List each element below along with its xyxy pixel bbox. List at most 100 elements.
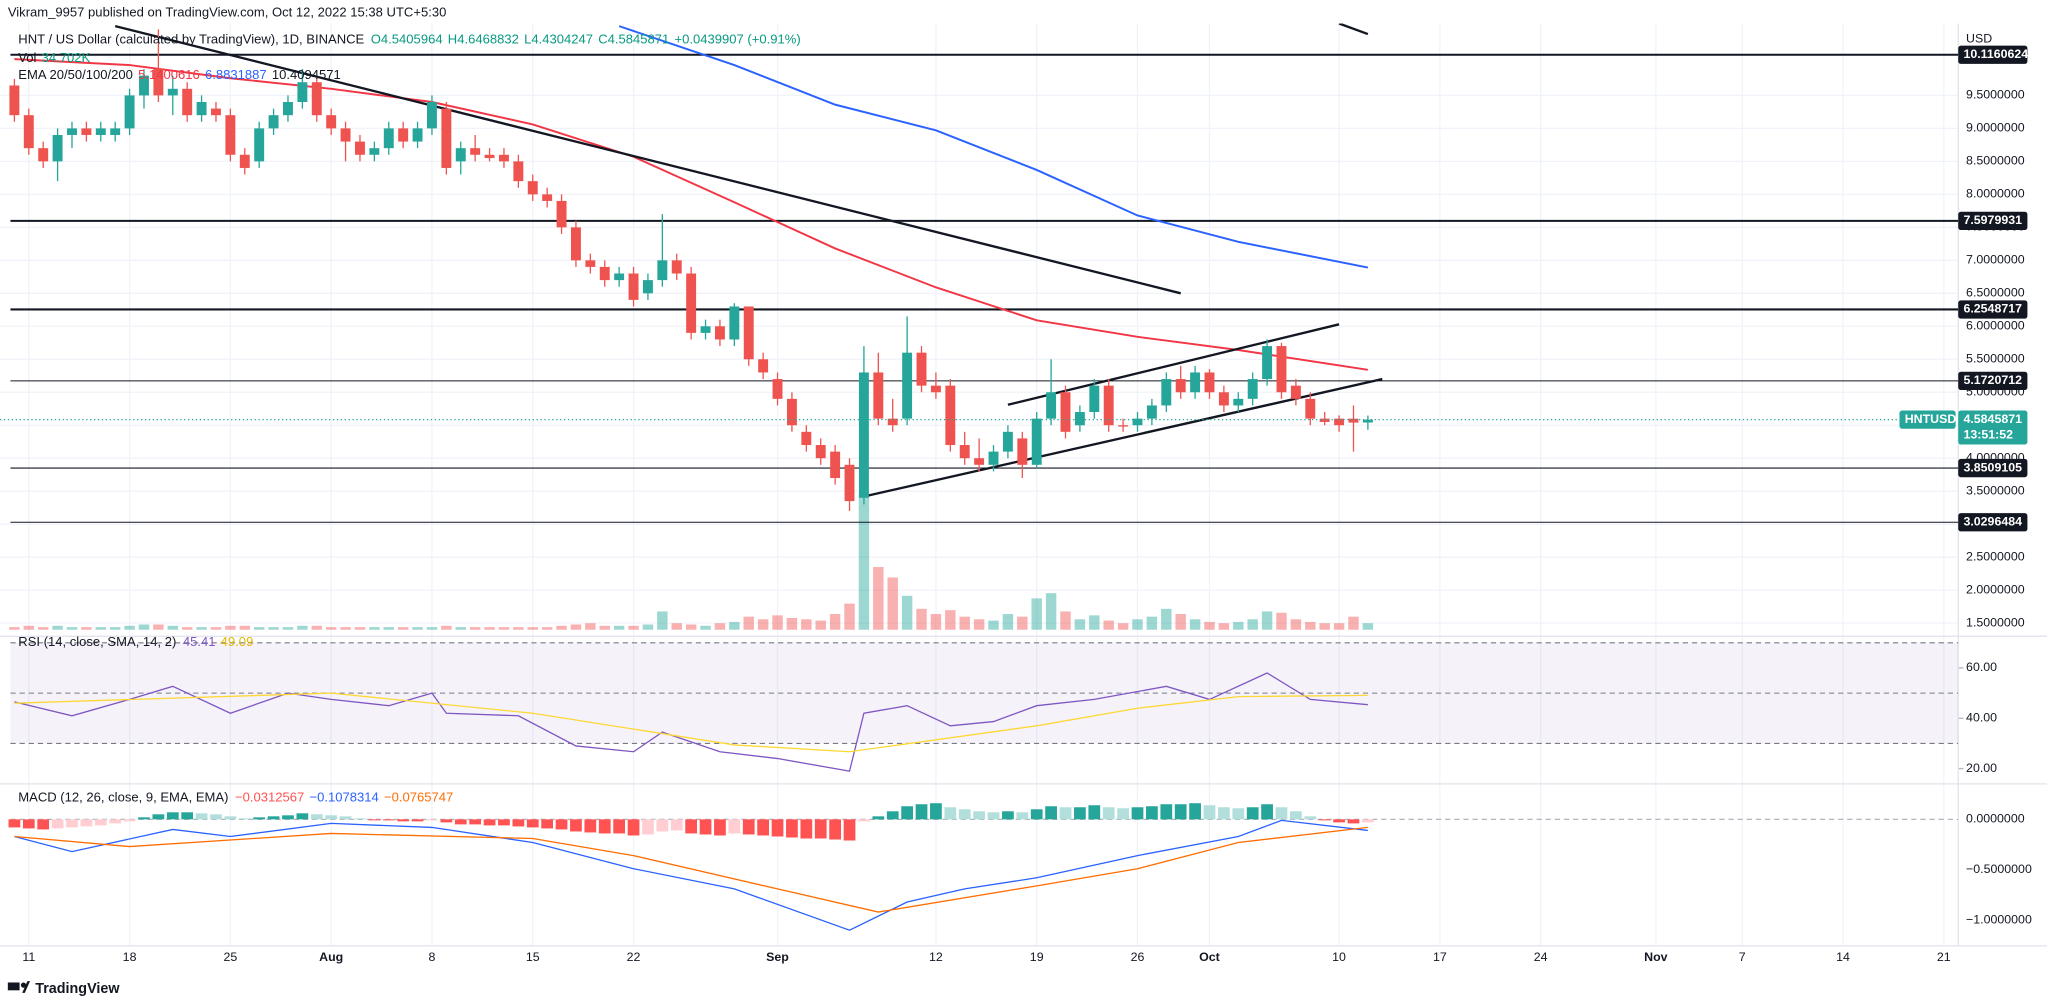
macd-histogram-bar	[224, 816, 237, 820]
price-tag	[1958, 45, 2028, 64]
macd-histogram-bar	[238, 818, 251, 820]
macd-histogram-bar	[1131, 807, 1144, 820]
macd-histogram-bar	[1218, 807, 1230, 820]
x-tick-label: 11	[22, 950, 35, 964]
volume-bar	[642, 624, 654, 630]
price-tag-label: 6.2548717	[1963, 302, 2022, 316]
macd-histogram-bar	[152, 814, 165, 820]
volume-bar	[455, 627, 466, 630]
macd-histogram-bar	[670, 819, 683, 831]
candle-body	[441, 108, 452, 168]
volume-bar	[138, 624, 150, 630]
volume-bar	[628, 625, 639, 630]
macd-histogram-bar	[1074, 807, 1086, 820]
candle-body	[254, 128, 265, 162]
volume-bar	[1175, 614, 1186, 630]
volume-bar	[599, 625, 610, 630]
volume-bar	[815, 620, 826, 630]
macd-histogram-bar	[742, 819, 755, 835]
volume-bar	[181, 627, 193, 630]
volume-bar	[959, 616, 970, 630]
x-tick-label: 25	[223, 950, 237, 964]
macd-histogram-bar	[368, 819, 381, 821]
volume-bar	[66, 627, 78, 630]
macd-histogram-bar	[454, 819, 467, 825]
macd-histogram-bar	[944, 807, 957, 820]
price-tag	[1958, 458, 2028, 478]
macd-histogram-bar	[310, 814, 323, 820]
volume-bar	[1233, 621, 1244, 630]
macd-legend: MACD (12, 26, close, 9, EMA, EMA) −0.0312…	[18, 790, 453, 805]
volume-bar	[225, 625, 236, 630]
candle-body	[1002, 431, 1013, 452]
rsi-title: RSI (14, close, SMA, 14, 2)	[18, 634, 176, 649]
candle-body	[628, 273, 639, 300]
candle-body	[714, 326, 725, 340]
published-note: Vikram_9957 published on TradingView.com…	[8, 5, 447, 20]
macd-histogram-bar	[1002, 811, 1014, 820]
macd-histogram-bar	[483, 819, 496, 826]
macd-histogram-bar	[382, 819, 395, 821]
macd-histogram-bar	[411, 819, 424, 822]
y-tick-label: −1.0000000	[1966, 912, 2032, 926]
candle-body	[642, 280, 653, 294]
volume-bar	[109, 627, 121, 630]
ema-line	[618, 25, 1369, 269]
macd-pane	[8, 803, 1959, 931]
volume-bar	[23, 625, 35, 630]
macd-histogram-bar	[498, 819, 510, 826]
y-tick-label: 8.0000000	[1966, 187, 2025, 201]
macd-histogram-bar	[656, 819, 669, 832]
x-tick-label: 7	[1739, 950, 1746, 964]
macd-histogram-bar	[1275, 807, 1288, 820]
candle-body	[67, 128, 77, 135]
macd-histogram-bar	[1059, 807, 1072, 820]
volume-bar	[757, 619, 769, 630]
macd-histogram-bar	[339, 816, 352, 820]
candle-body	[326, 115, 337, 129]
y-tick-label: 9.0000000	[1966, 121, 2025, 135]
volume-bar	[1189, 619, 1201, 630]
y-tick-label: −0.5000000	[1966, 862, 2032, 876]
macd-histogram-bar	[1102, 807, 1115, 820]
candle-body	[1233, 398, 1244, 406]
price-tag-label: 5.1720712	[1963, 373, 2022, 387]
macd-histogram-bar	[253, 817, 266, 820]
y-tick-label: 1.5000000	[1966, 615, 2025, 629]
volume-bar	[1031, 598, 1042, 630]
candle-body	[542, 194, 553, 201]
macd-histogram-bar	[282, 815, 294, 820]
x-tick-label: 15	[526, 950, 540, 964]
ema-value: 6.8831887	[205, 67, 267, 82]
macd-histogram-bar	[728, 819, 741, 834]
candle-body	[498, 154, 509, 162]
y-tick-label: 3.5000000	[1966, 483, 2025, 497]
macd-histogram-bar	[570, 819, 582, 832]
candle-body	[1046, 392, 1057, 419]
candle-body	[268, 115, 279, 129]
candle-body	[686, 273, 697, 333]
volume-bar	[52, 625, 63, 630]
x-tick-label: 10	[1332, 950, 1346, 964]
candle-body	[1190, 372, 1201, 393]
macd-histogram-bar	[930, 803, 942, 820]
candle-body	[1017, 438, 1028, 465]
volume-bar	[1290, 619, 1302, 630]
volume-bar	[340, 627, 351, 630]
candle-body	[1334, 418, 1345, 426]
volume-bar	[671, 623, 682, 630]
candle-body	[1290, 385, 1301, 399]
macd-histogram-bar	[1174, 804, 1187, 820]
y-tick-label: 20.00	[1966, 761, 1997, 775]
candle-body	[124, 95, 135, 129]
volume-bar	[9, 627, 20, 630]
volume-bar	[873, 567, 884, 630]
volume-bar	[81, 627, 92, 630]
price-tag-label: 4.5845871	[1963, 412, 2022, 426]
volume-bar	[311, 625, 322, 630]
logo-icon	[7, 982, 20, 991]
volume-legend: Vol 34.702K	[18, 50, 90, 65]
volume-bar	[1276, 612, 1287, 630]
macd-histogram-bar	[1333, 819, 1345, 823]
candle-body	[23, 115, 34, 149]
